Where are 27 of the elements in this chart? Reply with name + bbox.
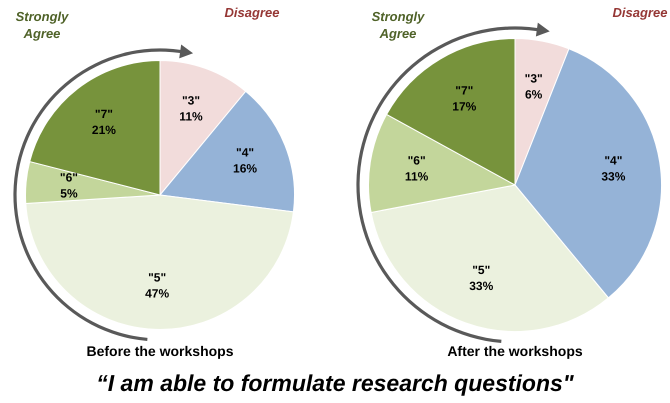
text: “I am able to formulate research questions" (95, 370, 575, 397)
slice-label: "5" (472, 263, 490, 278)
text: Disagree (224, 4, 280, 21)
data-label: 33% (601, 170, 626, 184)
data-label: 21% (92, 123, 116, 138)
text: Strongly Agree (370, 8, 426, 42)
text: After the workshops (446, 343, 584, 359)
data-label: 6% (524, 87, 543, 102)
slice-label: "3" (182, 93, 200, 108)
slice-label: "4" (604, 154, 622, 168)
slice-label: "6" (60, 170, 78, 185)
slice-label: "6" (408, 154, 426, 168)
data-label: 33% (469, 279, 494, 294)
slice-label: "7" (455, 84, 474, 98)
slice-label: "4" (236, 146, 254, 160)
slice-label: "5" (148, 270, 166, 285)
text: Disagree (612, 4, 668, 21)
data-label: 5% (60, 186, 78, 201)
data-label: 16% (233, 162, 258, 176)
data-label: 17% (452, 100, 477, 114)
data-label: 11% (404, 170, 429, 184)
slice-label: "7" (94, 107, 113, 122)
data-label: 47% (145, 286, 170, 301)
data-label: 11% (179, 109, 203, 124)
text: Before the workshops (85, 343, 235, 359)
text: Strongly Agree (14, 8, 70, 42)
slice-label: "3" (524, 71, 543, 86)
